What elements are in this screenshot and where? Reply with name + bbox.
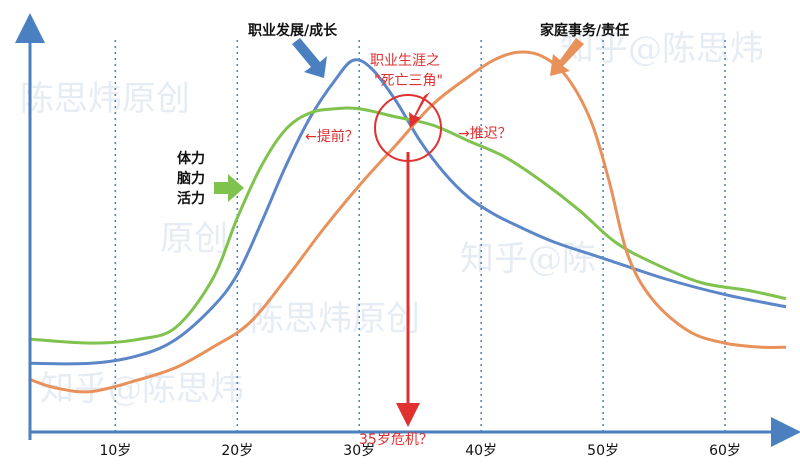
watermark-text: 知乎@陈思炜	[560, 29, 764, 69]
death-triangle-circle	[374, 94, 442, 162]
watermark-text: 知乎@陈思炜	[40, 369, 244, 409]
x-tick-label: 30岁	[343, 443, 375, 459]
later-label: →推迟？	[458, 126, 512, 142]
x-tick-label: 50岁	[587, 443, 619, 459]
triangle-pointer-icon	[409, 92, 430, 128]
x-tick-label: 40岁	[465, 443, 497, 459]
series-line-family	[29, 50, 787, 394]
family-arrow-icon	[550, 38, 584, 76]
triangle-label-1: 职业生涯之	[370, 53, 440, 69]
series-line-energy	[29, 106, 787, 345]
x-tick-label: 60岁	[709, 443, 741, 459]
watermark-text: 原创	[160, 219, 228, 259]
career-arrow-icon	[292, 38, 327, 78]
watermark-text: 陈思炜原创	[20, 79, 190, 119]
triangle-label-2: "死亡三角"	[374, 73, 443, 89]
watermark-layer: 陈思炜原创 知乎@陈思炜 原创 知乎@陈 陈思炜原创 知乎@陈思炜	[20, 29, 764, 409]
earlier-label: ←提前？	[305, 128, 359, 145]
watermark-text: 知乎@陈	[460, 239, 596, 279]
energy-arrow-icon	[214, 174, 244, 202]
energy-label-3: 活力	[177, 190, 205, 207]
x-tick-labels: 10岁 20岁 30岁 40岁 50岁 60岁	[99, 443, 741, 459]
energy-label-1: 体力	[177, 150, 205, 167]
energy-label-2: 脑力	[177, 170, 205, 187]
series-layer	[29, 50, 787, 394]
watermark-text: 陈思炜原创	[250, 299, 420, 339]
family-label: 家庭事务/责任	[540, 22, 629, 39]
x-tick-label: 20岁	[221, 443, 253, 459]
x-tick-label: 10岁	[99, 443, 131, 459]
crisis-label: 35岁危机？	[359, 432, 433, 448]
career-label: 职业发展/成长	[248, 22, 338, 39]
series-line-career	[29, 58, 787, 366]
